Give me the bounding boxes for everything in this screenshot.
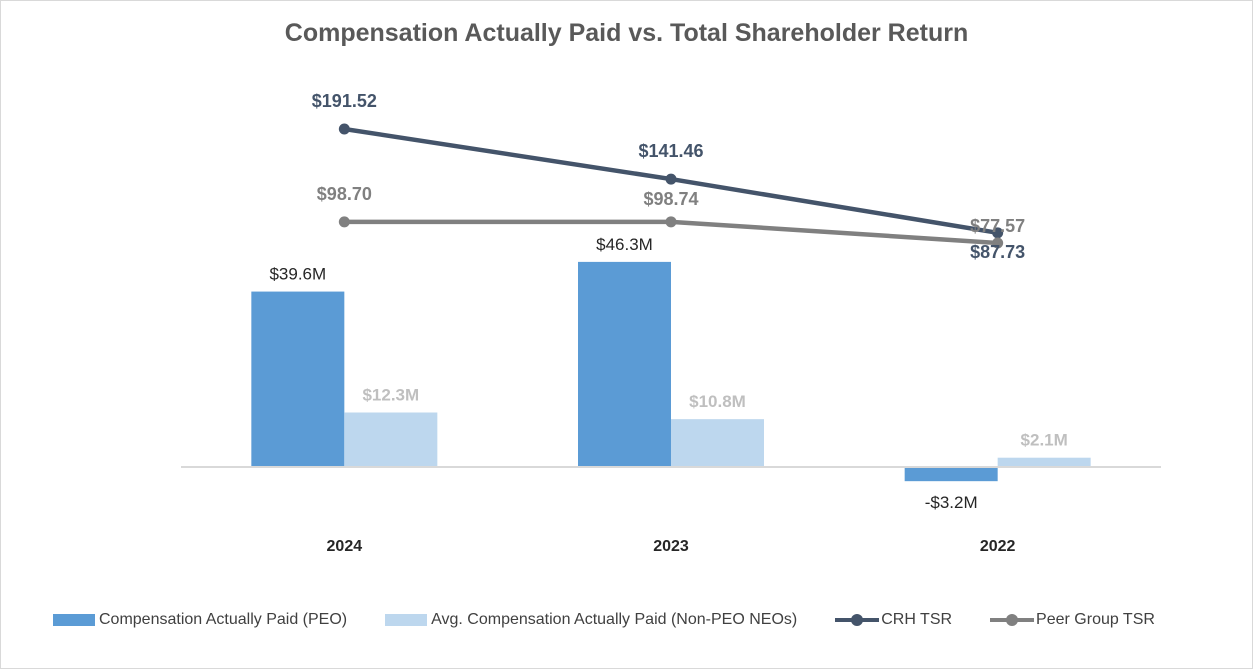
legend-label-peo-cap: Compensation Actually Paid (PEO)	[99, 611, 348, 628]
bar-peo-cap-2022	[904, 467, 998, 482]
data-label-peo-cap-2024: $39.6M	[269, 265, 326, 284]
data-label-peo-cap-2023: $46.3M	[596, 235, 653, 254]
legend-item-neo-cap: Avg. Compensation Actually Paid (Non-PEO…	[385, 611, 797, 629]
bar-neo-cap-2024	[344, 412, 438, 467]
chart-title: Compensation Actually Paid vs. Total Sha…	[284, 19, 969, 47]
point-crh-tsr-2023	[665, 173, 677, 185]
point-peer-tsr-2022	[992, 237, 1004, 249]
chart-legend: Compensation Actually Paid (PEO) Avg. Co…	[53, 607, 1155, 633]
chart-plot-area: $39.6M $46.3M -$3.2M $12.3M $10.8M $2.1M 2024 2…	[181, 91, 1161, 555]
point-crh-tsr-2024	[338, 123, 350, 135]
legend-label-neo-cap: Avg. Compensation Actually Paid (Non-PEO…	[431, 611, 798, 628]
data-label-crh-tsr-2022: $87.73	[970, 242, 1025, 262]
data-label-neo-cap-2022: $2.1M	[1021, 431, 1068, 450]
x-tick-2023: 2023	[653, 538, 689, 555]
data-label-peer-tsr-2022: $77.57	[970, 216, 1025, 236]
legend-item-peer-tsr: Peer Group TSR	[990, 611, 1155, 629]
data-label-peo-cap-2022: -$3.2M	[925, 493, 978, 512]
bar-neo-cap-2023	[671, 419, 764, 467]
point-crh-tsr-2022	[992, 227, 1004, 239]
legend-swatch-neo-cap	[385, 614, 428, 626]
bar-peo-cap-2023	[578, 261, 671, 467]
data-label-peer-tsr-2023: $98.74	[643, 189, 698, 209]
legend-item-crh-tsr: CRH TSR	[835, 611, 952, 629]
bar-neo-cap-2022	[997, 457, 1091, 467]
legend-label-peer-tsr: Peer Group TSR	[1036, 611, 1155, 628]
data-label-crh-tsr-2023: $141.46	[638, 141, 703, 161]
data-label-peer-tsr-2024: $98.70	[317, 184, 372, 204]
legend-line-crh-tsr	[835, 613, 880, 627]
bar-peo-cap-2024	[251, 291, 345, 467]
data-label-crh-tsr-2024: $191.52	[312, 91, 377, 111]
data-label-neo-cap-2023: $10.8M	[689, 392, 746, 411]
data-label-neo-cap-2024: $12.3M	[362, 386, 419, 405]
x-tick-2022: 2022	[980, 538, 1016, 555]
legend-item-peo-cap: Compensation Actually Paid (PEO)	[53, 611, 347, 629]
legend-line-peer-tsr	[990, 613, 1035, 627]
x-tick-2024: 2024	[327, 538, 363, 555]
legend-swatch-peo-cap	[53, 614, 95, 626]
point-peer-tsr-2023	[665, 216, 677, 228]
point-peer-tsr-2024	[338, 216, 350, 228]
legend-label-crh-tsr: CRH TSR	[881, 611, 953, 628]
